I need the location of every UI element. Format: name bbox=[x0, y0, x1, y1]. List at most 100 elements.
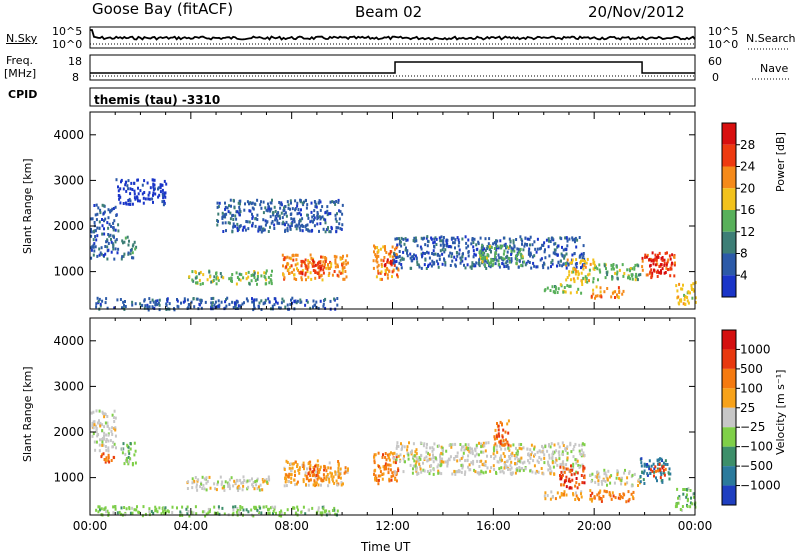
heatmap-cell bbox=[478, 261, 481, 265]
heatmap-cell bbox=[483, 462, 486, 466]
heatmap-cell bbox=[213, 482, 216, 486]
heatmap-cell bbox=[551, 285, 554, 289]
heatmap-cell bbox=[434, 252, 437, 256]
heatmap-cell bbox=[344, 270, 347, 273]
heatmap-cell bbox=[93, 242, 96, 246]
heatmap-cell bbox=[683, 293, 686, 297]
heatmap-cell bbox=[236, 276, 239, 279]
heatmap-cell bbox=[520, 447, 523, 451]
heatmap-cell bbox=[446, 464, 449, 468]
heatmap-cell bbox=[115, 446, 117, 450]
heatmap-cell bbox=[324, 510, 327, 514]
heatmap-cell bbox=[441, 452, 444, 456]
heatmap-cell bbox=[542, 244, 545, 247]
heatmap-cell bbox=[105, 510, 108, 514]
heatmap-cell bbox=[110, 459, 113, 462]
heatmap-cell bbox=[134, 302, 137, 306]
heatmap-cell bbox=[270, 282, 273, 286]
heatmap-cell bbox=[396, 275, 399, 279]
heatmap-cell bbox=[285, 459, 288, 463]
heatmap-cell bbox=[660, 479, 663, 483]
heatmap-cell bbox=[446, 244, 448, 248]
heatmap-cell bbox=[324, 262, 326, 266]
heatmap-cell bbox=[274, 218, 277, 222]
heatmap-cell bbox=[236, 229, 239, 233]
heatmap-cell bbox=[186, 298, 189, 302]
heatmap-cell bbox=[288, 472, 291, 476]
heatmap-cell bbox=[544, 497, 547, 501]
heatmap-cell bbox=[466, 263, 469, 267]
heatmap-cell bbox=[398, 255, 401, 258]
heatmap-cell bbox=[147, 193, 150, 197]
heatmap-cell bbox=[191, 486, 194, 490]
heatmap-cell bbox=[473, 252, 476, 256]
heatmap-cell bbox=[257, 271, 259, 275]
heatmap-cell bbox=[300, 213, 302, 217]
colorbar-segment bbox=[722, 388, 736, 408]
heatmap-cell bbox=[656, 458, 659, 462]
heatmap-cell bbox=[223, 215, 226, 219]
heatmap-cell bbox=[566, 284, 569, 288]
heatmap-cell bbox=[563, 254, 566, 258]
heatmap-cell bbox=[108, 460, 111, 464]
time-tick-label: 00:00 bbox=[73, 519, 108, 533]
heatmap-cell bbox=[324, 260, 327, 263]
heatmap-cell bbox=[135, 508, 138, 512]
heatmap-cell bbox=[542, 446, 545, 450]
heatmap-cell bbox=[250, 202, 253, 206]
heatmap-cell bbox=[538, 247, 541, 251]
heatmap-cell bbox=[150, 510, 153, 514]
heatmap-cell bbox=[393, 457, 395, 461]
heatmap-cell bbox=[221, 506, 224, 510]
heatmap-cell bbox=[547, 237, 550, 241]
heatmap-cell bbox=[477, 453, 480, 457]
heatmap-cell bbox=[298, 468, 301, 471]
heatmap-cell bbox=[583, 481, 586, 485]
heatmap-cell bbox=[623, 493, 626, 497]
heatmap-cell bbox=[528, 461, 531, 465]
heatmap-cell bbox=[528, 454, 531, 458]
heatmap-cell bbox=[393, 258, 396, 262]
heatmap-cell bbox=[432, 252, 435, 256]
heatmap-cell bbox=[148, 510, 151, 514]
heatmap-cell bbox=[126, 443, 129, 447]
velocity-heatmap-cells bbox=[90, 409, 697, 518]
heatmap-cell bbox=[467, 443, 470, 447]
heatmap-cell bbox=[678, 497, 681, 501]
heatmap-cell bbox=[394, 461, 397, 465]
heatmap-cell bbox=[133, 192, 136, 196]
heatmap-cell bbox=[635, 276, 638, 279]
heatmap-cell bbox=[643, 482, 646, 485]
heatmap-cell bbox=[121, 306, 123, 310]
heatmap-cell bbox=[314, 276, 317, 280]
heatmap-cell bbox=[273, 223, 276, 227]
heatmap-cell bbox=[526, 237, 529, 241]
heatmap-cell bbox=[127, 251, 130, 255]
heatmap-cell bbox=[330, 225, 333, 229]
heatmap-cell bbox=[309, 253, 312, 257]
heatmap-cell bbox=[238, 272, 241, 276]
heatmap-cell bbox=[152, 191, 155, 195]
colorbar-segment bbox=[722, 349, 736, 369]
heatmap-cell bbox=[136, 178, 139, 182]
heatmap-cell bbox=[596, 475, 599, 479]
heatmap-cell bbox=[234, 301, 236, 305]
heatmap-cell bbox=[323, 476, 326, 480]
heatmap-cell bbox=[657, 469, 659, 473]
heatmap-cell bbox=[98, 220, 101, 224]
heatmap-cell bbox=[121, 255, 124, 259]
heatmap-cell bbox=[416, 263, 419, 266]
heatmap-cell bbox=[644, 255, 646, 259]
heatmap-cell bbox=[612, 263, 615, 266]
heatmap-cell bbox=[472, 462, 475, 466]
heatmap-cell bbox=[541, 243, 544, 247]
heatmap-cell bbox=[480, 442, 483, 446]
heatmap-cell bbox=[686, 493, 688, 497]
heatmap-cell bbox=[602, 494, 605, 498]
heatmap-cell bbox=[166, 509, 169, 513]
heatmap-cell bbox=[334, 470, 337, 474]
heatmap-cell bbox=[463, 448, 466, 452]
heatmap-cell bbox=[113, 420, 116, 423]
heatmap-cell bbox=[296, 262, 299, 266]
heatmap-cell bbox=[534, 471, 537, 475]
